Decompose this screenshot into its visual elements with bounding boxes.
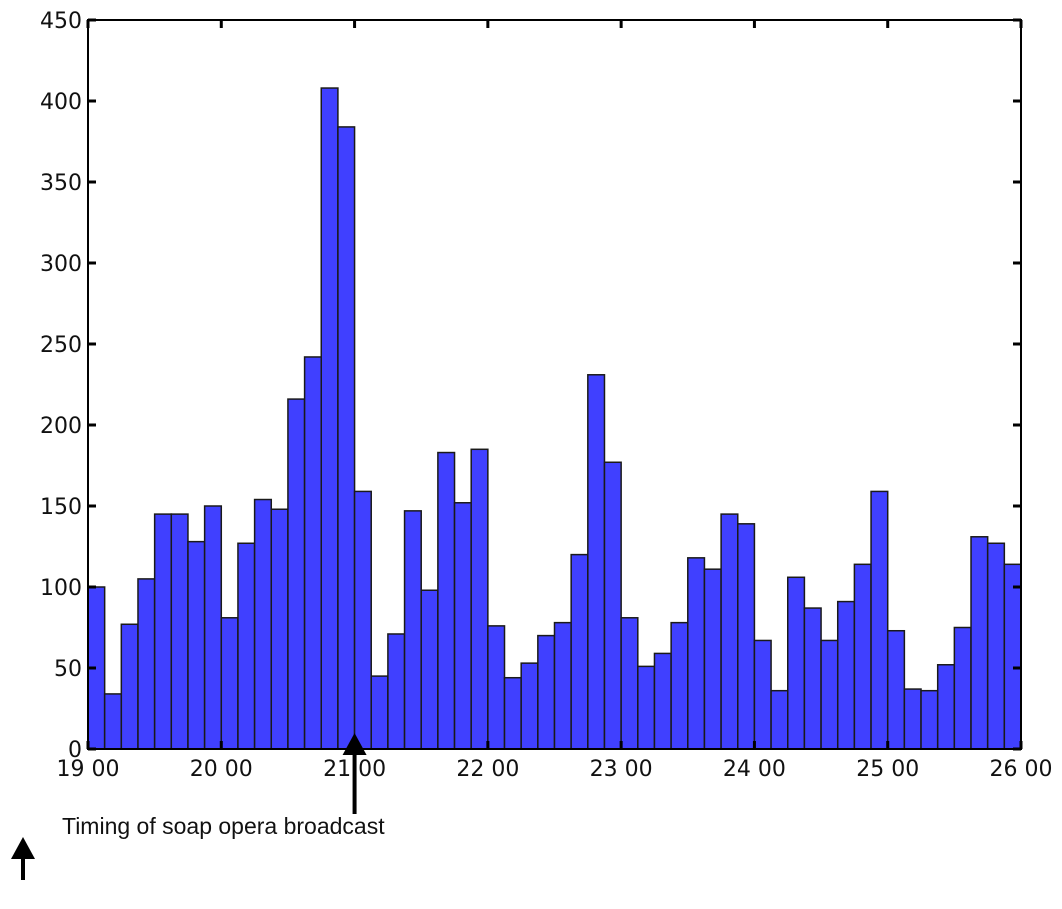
bar-23: [470, 448, 489, 750]
bar-44: [820, 639, 839, 750]
bar-27: [537, 634, 556, 750]
bar-33: [637, 665, 656, 750]
bar-1: [103, 693, 123, 750]
bar-13: [303, 356, 323, 750]
bar-21: [437, 451, 456, 750]
bar-16: [353, 490, 372, 750]
bar-22: [453, 502, 472, 750]
x-tick-label-25: 25 00: [856, 757, 919, 782]
annotation-arrows: [11, 733, 367, 880]
y-tick-label-200: 200: [40, 414, 82, 439]
bar-14: [320, 87, 339, 750]
y-tick-label-350: 350: [40, 171, 82, 196]
bar-50: [920, 689, 939, 750]
bar-6: [187, 540, 206, 750]
bar-25: [503, 676, 522, 750]
bar-19: [403, 510, 422, 750]
bar-38: [720, 513, 739, 750]
bar-54: [986, 542, 1006, 750]
bar-3: [137, 578, 156, 750]
bar-30: [587, 374, 606, 750]
bar-34: [653, 652, 672, 750]
y-tick-label-250: 250: [40, 333, 82, 358]
bar-43: [803, 607, 822, 750]
y-tick-label-150: 150: [40, 495, 82, 520]
y-tick-label-50: 50: [54, 657, 82, 682]
bar-20: [420, 589, 439, 750]
bar-10: [253, 498, 273, 750]
bar-2: [120, 623, 139, 750]
bar-39: [737, 523, 756, 750]
y-tick-label-0: 0: [68, 738, 82, 763]
x-tick-label-19: 19 00: [57, 757, 120, 782]
y-tick-label-300: 300: [40, 252, 82, 277]
bar-11: [270, 508, 289, 750]
bar-45: [836, 600, 856, 750]
bar-7: [203, 505, 223, 750]
bar-9: [237, 542, 256, 750]
bar-8: [220, 617, 239, 750]
bar-32: [620, 617, 639, 750]
y-tick-label-400: 400: [40, 90, 82, 115]
plot-frame: [87, 19, 1022, 750]
y-tick-label-100: 100: [40, 576, 82, 601]
bar-28: [553, 621, 572, 750]
bar-17: [370, 675, 389, 750]
bar-24: [487, 625, 506, 750]
x-tick-label-26: 26 00: [990, 757, 1053, 782]
bar-46: [853, 563, 872, 750]
bar-36: [687, 557, 706, 750]
bars-group: [87, 87, 1022, 750]
x-tick-label-22: 22 00: [456, 757, 519, 782]
x-tick-label-20: 20 00: [190, 757, 253, 782]
bar-51: [936, 664, 956, 750]
bar-26: [520, 662, 539, 750]
bar-35: [670, 621, 689, 750]
broadcast-arrow: [342, 733, 367, 814]
bar-15: [337, 126, 356, 750]
bar-53: [970, 536, 989, 750]
bar-18: [387, 633, 406, 750]
bar-37: [703, 568, 722, 750]
bar-5: [170, 513, 189, 750]
bar-29: [570, 553, 589, 750]
x-tick-label-24: 24 00: [723, 757, 786, 782]
bar-42: [787, 576, 806, 750]
bar-47: [870, 490, 889, 750]
bar-41: [770, 689, 789, 750]
annotation-label: Timing of soap opera broadcast: [62, 813, 385, 839]
legend-arrow: [11, 837, 35, 880]
bar-48: [886, 629, 906, 750]
bar-49: [903, 688, 922, 750]
bar-40: [753, 639, 772, 750]
x-tick-label-23: 23 00: [590, 757, 653, 782]
bar-12: [287, 398, 306, 750]
bar-55: [1003, 563, 1022, 750]
bar-52: [953, 626, 972, 750]
bar-4: [153, 513, 173, 750]
bar-31: [603, 461, 622, 750]
y-tick-label-450: 450: [40, 9, 82, 34]
